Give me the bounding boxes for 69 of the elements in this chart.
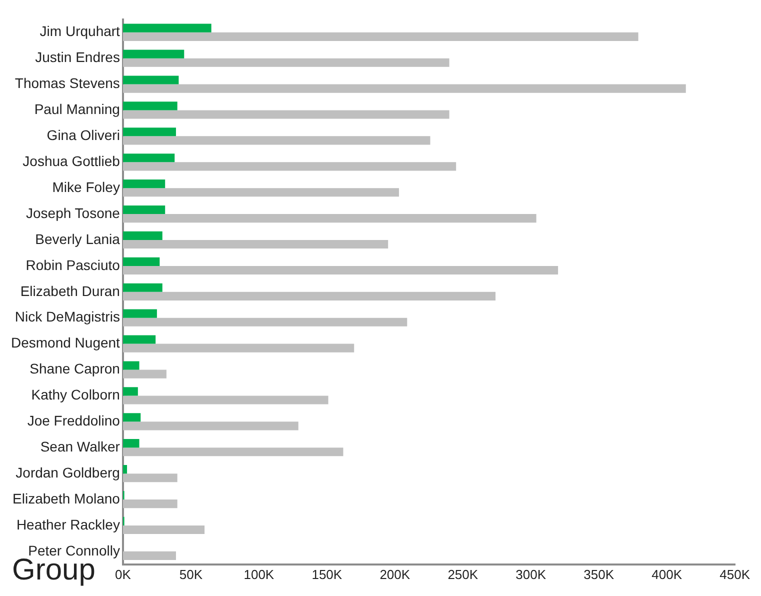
bar xyxy=(122,309,157,318)
y-tick-label: Shane Capron xyxy=(30,360,120,377)
bar xyxy=(122,58,450,67)
bar xyxy=(122,318,408,326)
bar xyxy=(122,551,176,560)
bar xyxy=(122,500,178,508)
bar xyxy=(122,266,558,275)
bar xyxy=(122,102,178,110)
y-tick-label: Nick DeMagistris xyxy=(14,308,120,325)
x-tick-label: 50K xyxy=(179,566,203,582)
bar xyxy=(122,188,399,197)
y-tick-label: Sean Walker xyxy=(40,438,120,454)
bar xyxy=(122,24,212,32)
x-tick-label: 300K xyxy=(516,566,546,582)
bar xyxy=(122,162,456,171)
bar xyxy=(122,180,166,188)
x-tick-label: 250K xyxy=(448,566,478,582)
bar xyxy=(122,154,175,162)
y-tick-label: Justin Endres xyxy=(35,49,120,66)
bar xyxy=(122,474,178,482)
bar xyxy=(122,370,166,378)
bar xyxy=(122,361,140,370)
y-tick-label: Kathy Colborn xyxy=(31,386,120,403)
x-tick-label: 0K xyxy=(115,566,132,582)
y-tick-label: Elizabeth Duran xyxy=(20,282,120,299)
bar xyxy=(122,128,176,136)
y-tick-label: Mike Foley xyxy=(52,178,120,195)
y-tick-label: Heather Rackley xyxy=(16,516,120,532)
bar xyxy=(122,283,162,292)
y-tick-label: Joseph Tosone xyxy=(26,204,120,221)
bar xyxy=(122,214,536,223)
y-tick-label: Thomas Stevens xyxy=(14,75,120,92)
bar xyxy=(122,422,298,430)
bar xyxy=(122,387,138,396)
bar xyxy=(122,110,450,119)
y-tick-label: Joshua Gottlieb xyxy=(22,152,120,169)
y-tick-label: Jim Urquhart xyxy=(40,23,120,40)
y-tick-label: Desmond Nugent xyxy=(11,334,120,351)
bar xyxy=(122,84,686,93)
y-tick-label: Gina Oliveri xyxy=(46,127,120,144)
x-tick-label: 450K xyxy=(720,566,750,582)
bar xyxy=(122,50,184,58)
bar xyxy=(122,292,496,300)
y-tick-label: Elizabeth Molano xyxy=(12,490,120,506)
x-tick-label: 200K xyxy=(380,566,410,582)
bar xyxy=(122,335,156,344)
y-tick-label: Paul Manning xyxy=(34,101,120,118)
x-tick-label: 350K xyxy=(584,566,614,582)
bar xyxy=(122,32,638,41)
bar xyxy=(122,240,388,249)
bar xyxy=(122,448,344,456)
bar xyxy=(122,525,205,534)
bar xyxy=(122,205,166,214)
x-tick-label: 150K xyxy=(312,566,342,582)
bar xyxy=(122,396,328,404)
y-tick-label: Robin Pasciuto xyxy=(26,256,120,273)
y-tick-label: Joe Freddolino xyxy=(27,412,120,429)
bar xyxy=(122,136,430,145)
bar xyxy=(122,413,141,422)
bar xyxy=(122,257,160,266)
x-tick-label: 400K xyxy=(652,566,682,582)
bar xyxy=(122,231,162,240)
bar xyxy=(122,76,179,84)
bar xyxy=(122,465,128,474)
bar xyxy=(122,344,354,352)
x-tick-label: 100K xyxy=(244,566,274,582)
bar xyxy=(122,439,140,448)
y-tick-label: Jordan Goldberg xyxy=(16,464,120,480)
y-tick-label: Beverly Lania xyxy=(35,230,120,247)
